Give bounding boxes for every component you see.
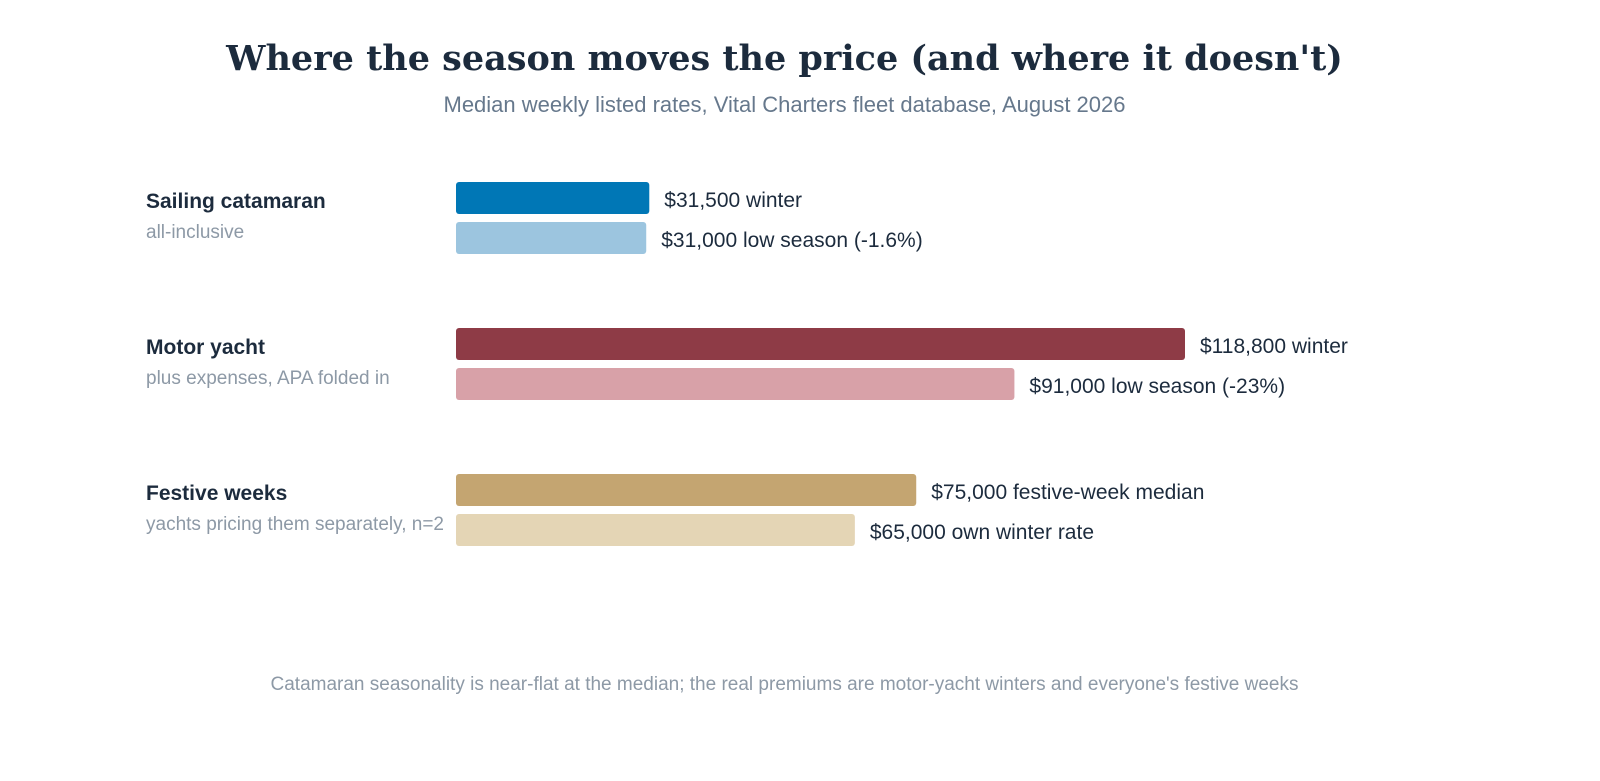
group-sublabel-sailing-catamaran: all-inclusive [146,222,244,243]
bar-sailing-catamaran-2 [456,222,647,254]
chart-subtitle: Median weekly listed rates, Vital Charte… [443,92,1126,117]
group-sublabel-motor-yacht: plus expenses, APA folded in [146,368,390,389]
bar-festive-weeks-2 [456,514,855,546]
bar-label-motor-yacht-2: $91,000 low season (-23%) [1029,375,1285,398]
group-label-festive-weeks: Festive weeks [146,482,287,505]
bar-festive-weeks-1 [456,474,917,506]
group-sublabel-festive-weeks: yachts pricing them separately, n=2 [146,514,444,535]
bar-motor-yacht-2 [456,368,1015,400]
chart-title: Where the season moves the price (and wh… [226,38,1343,79]
bar-sailing-catamaran-1 [456,182,650,214]
bar-label-sailing-catamaran-2: $31,000 low season (-1.6%) [661,229,923,252]
group-label-motor-yacht: Motor yacht [146,336,265,359]
bar-motor-yacht-1 [456,328,1185,360]
bar-label-motor-yacht-1: $118,800 winter [1200,335,1348,358]
bar-label-festive-weeks-1: $75,000 festive-week median [931,481,1204,504]
bar-label-sailing-catamaran-1: $31,500 winter [664,189,802,212]
chart-footnote: Catamaran seasonality is near-flat at th… [270,674,1299,695]
bar-label-festive-weeks-2: $65,000 own winter rate [870,521,1094,544]
group-label-sailing-catamaran: Sailing catamaran [146,190,326,213]
